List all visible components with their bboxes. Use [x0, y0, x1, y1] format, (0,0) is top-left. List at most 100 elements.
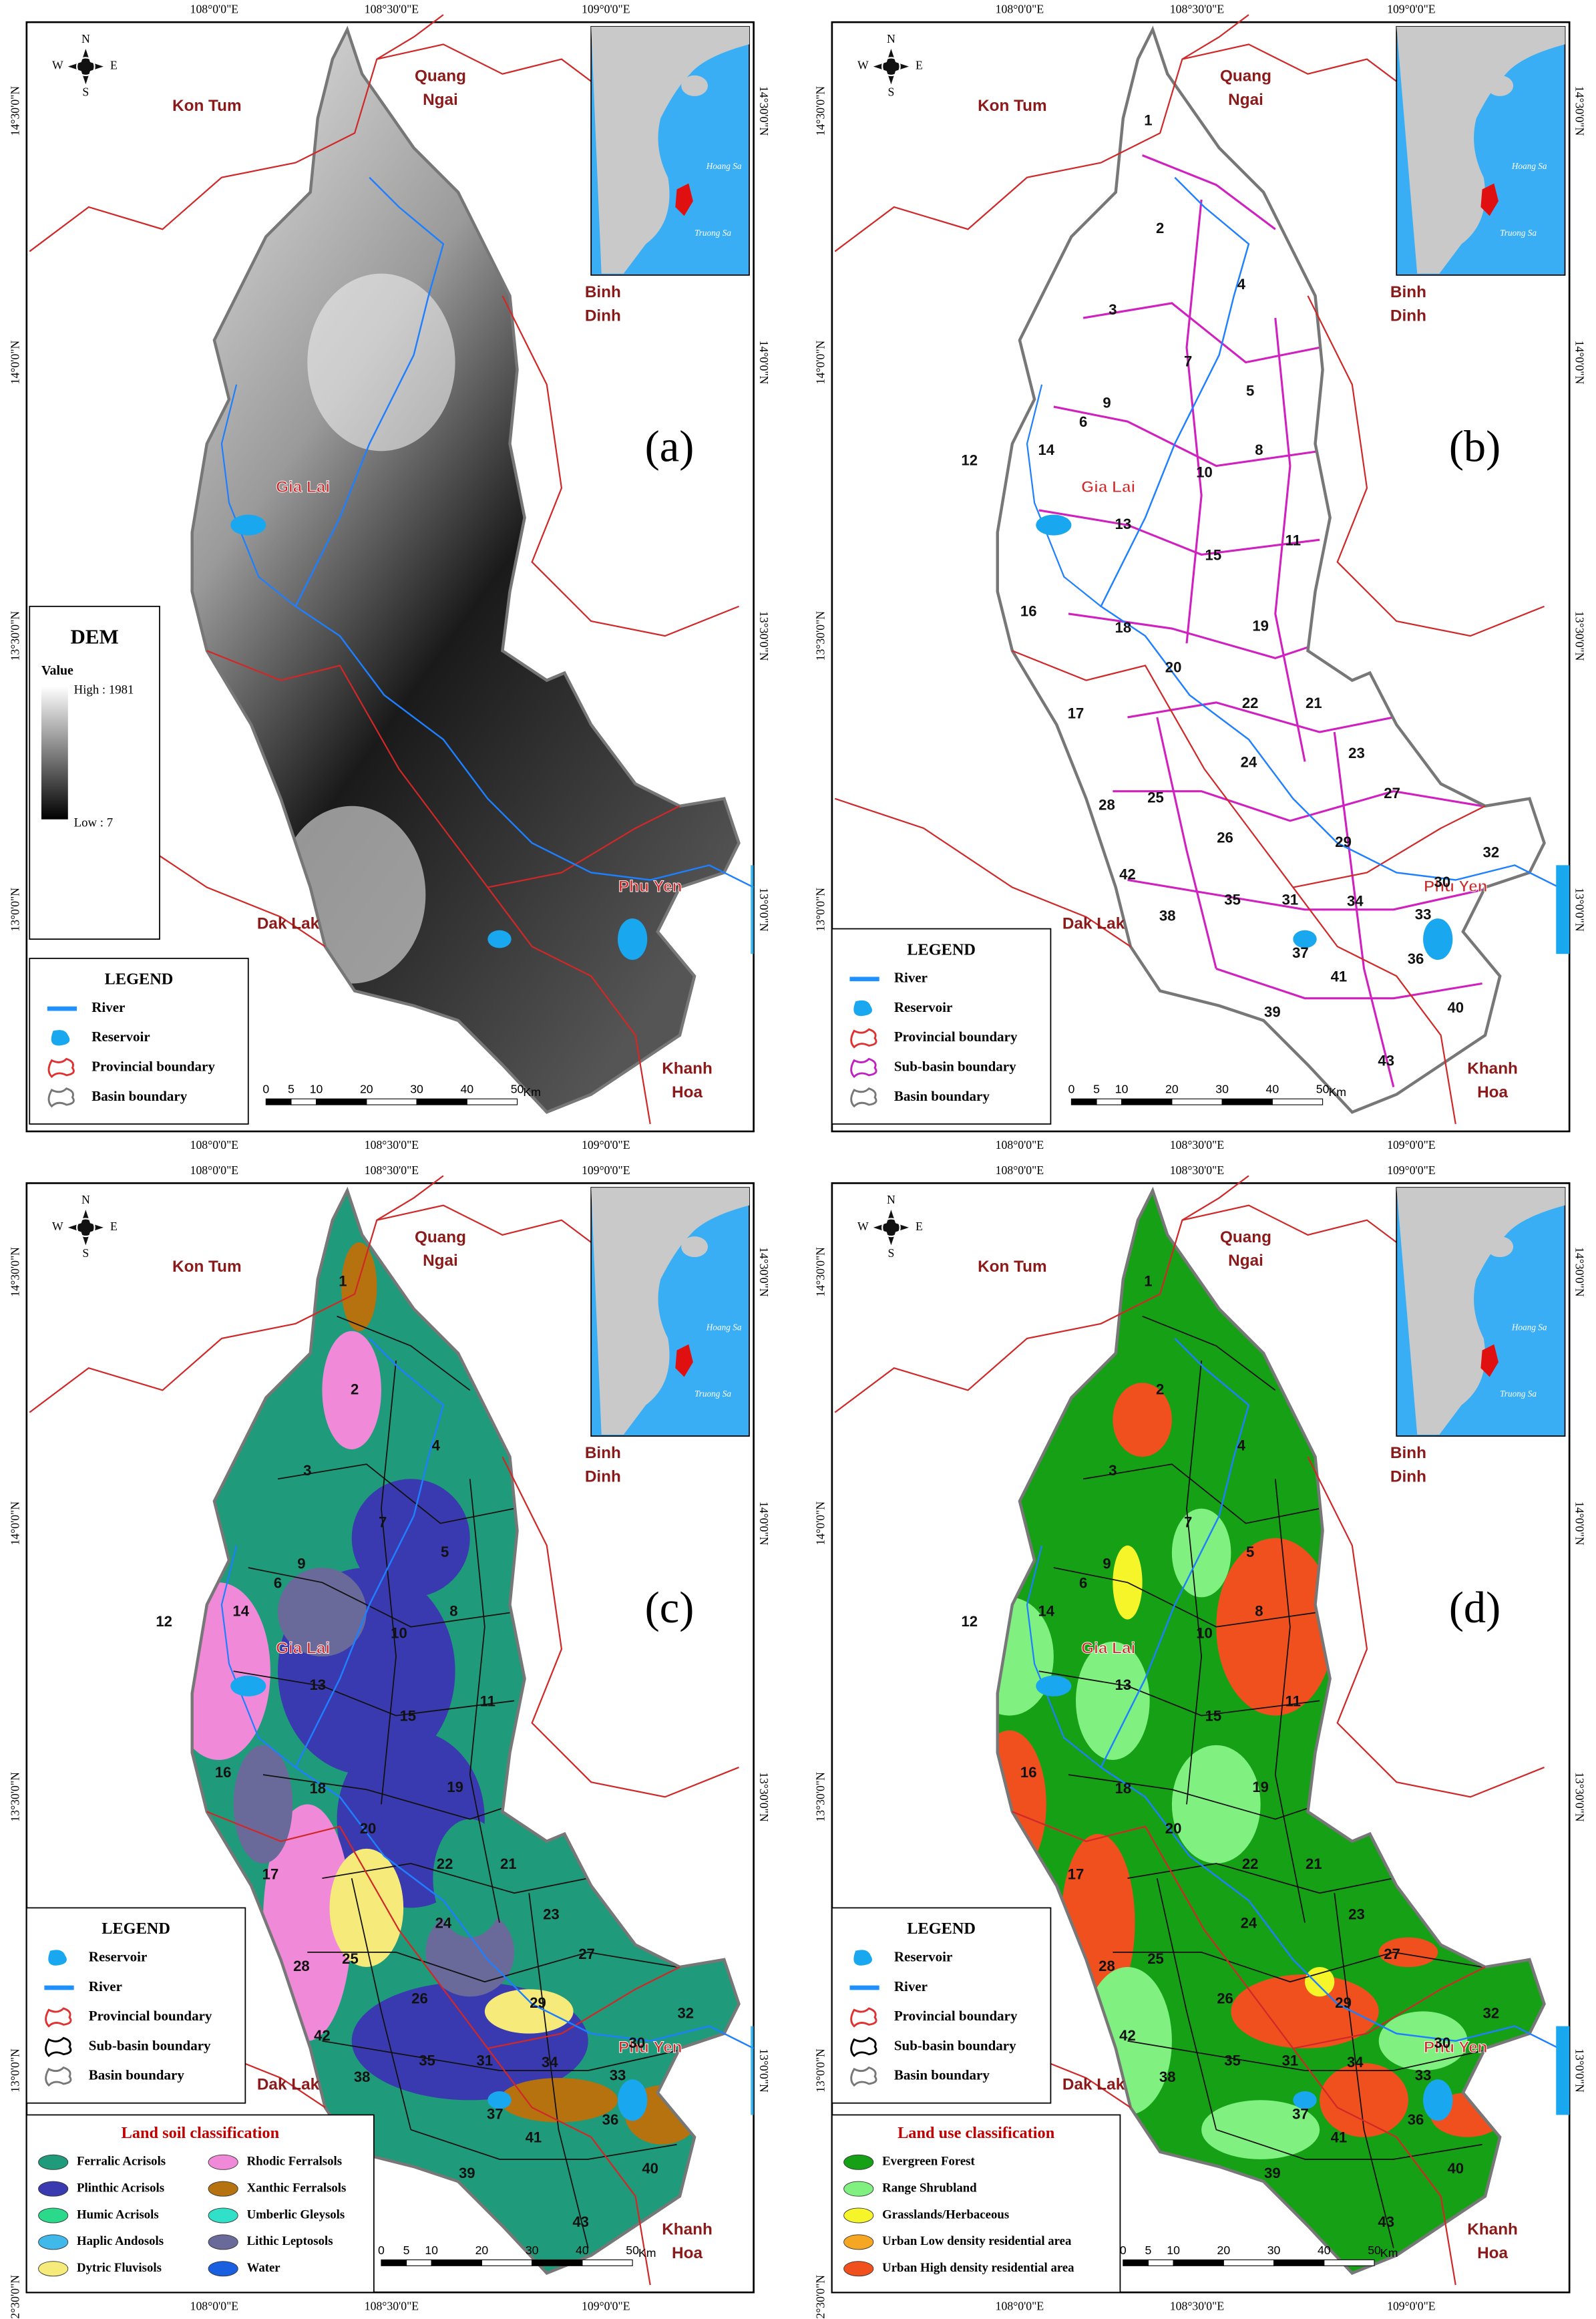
sub-basin-number: 36 [1408, 2111, 1424, 2128]
province-label: Dak Lak [257, 2076, 320, 2094]
legend-item: Sub-basin boundary [89, 2037, 211, 2053]
sub-basin-boundary [307, 1951, 677, 1983]
sub-basin-number: 11 [1285, 532, 1301, 548]
sub-basin-boundary [322, 2040, 722, 2071]
sub-basin-number: 42 [1119, 866, 1136, 883]
inset-land [591, 26, 749, 274]
sub-basin-number: 7 [1184, 353, 1192, 369]
province-label: Dak Lak [1062, 2076, 1125, 2094]
province-label: Ngai [423, 91, 458, 109]
longitude-label: 109°0'0"E [1387, 3, 1435, 16]
sub-basin-number: 11 [480, 1692, 495, 1709]
compass-letter: W [857, 59, 869, 72]
longitude-label: 109°0'0"E [582, 1138, 630, 1151]
landuse-patch [1171, 1745, 1261, 1863]
latitude-label: 14°30'0"N [8, 86, 21, 136]
provincial-boundary [834, 797, 1131, 948]
sub-basin-number: 17 [262, 1866, 279, 1883]
sub-basin-number: 32 [1483, 844, 1500, 860]
legend-item: Basin boundary [89, 2067, 185, 2083]
scale-label: 20 [475, 2244, 489, 2257]
province-label: Ngai [1228, 1252, 1263, 1270]
inset-label: Truong Sa [1500, 1389, 1537, 1399]
legend-item: River [91, 999, 125, 1015]
class-label: Water [247, 2261, 280, 2275]
province-label: Binh [585, 283, 621, 301]
sub-basin-number: 3 [1109, 1462, 1117, 1479]
reservoir [1423, 918, 1453, 960]
latitude-label: 13°30'0"N [813, 611, 827, 661]
latitude-label: 14°0'0"N [813, 1501, 827, 1546]
provincial-boundary [29, 1175, 444, 1413]
latitude-label: 14°30'0"N [757, 1247, 771, 1297]
sub-basin-number: 28 [293, 1958, 310, 1974]
class-label: Plinthic Acrisols [77, 2181, 164, 2195]
sub-basin-boundary [1113, 790, 1482, 822]
classification-title: Land soil classification [122, 2124, 280, 2142]
classification-box [831, 2114, 1121, 2294]
legend-symbol [850, 2036, 877, 2057]
scale-label: 50 [626, 2244, 639, 2257]
scale-segment [406, 2259, 432, 2266]
legend-title: LEGEND [105, 970, 174, 989]
sub-basin-boundary [1156, 717, 1217, 969]
scale-segment [1324, 2259, 1375, 2266]
latitude-label: 13°0'0"N [1573, 888, 1586, 932]
longitude-label: 108°30'0"E [1170, 3, 1224, 16]
sub-basin-number: 15 [1205, 1708, 1222, 1725]
longitude-label: 108°30'0"E [365, 1138, 419, 1151]
province-label: Phu Yen [618, 2038, 682, 2057]
province-label: Khanh [1467, 1059, 1518, 1077]
river [1100, 176, 1560, 888]
class-label: Evergreen Forest [882, 2155, 975, 2169]
scale-label: 30 [1215, 1083, 1229, 1096]
provincial-boundary [1292, 2048, 1456, 2286]
provincial-boundary [29, 14, 444, 252]
latitude-label: 14°30'0"N [813, 86, 827, 136]
legend-symbol [853, 1950, 872, 1966]
scale-label: 30 [526, 2244, 539, 2257]
class-swatch [38, 2207, 69, 2223]
sub-basin-number: 6 [1079, 1574, 1087, 1591]
compass-letter: W [52, 1220, 63, 1233]
landuse-patch [1076, 1641, 1150, 1760]
longitude-label: 108°30'0"E [365, 3, 419, 16]
class-label: Umberlic Gleysols [247, 2207, 345, 2221]
inset-highlight [1480, 183, 1499, 216]
latitude-label: 14°30'0"N [757, 86, 771, 136]
sub-basin-number: 35 [1224, 891, 1241, 908]
longitude-label: 108°30'0"E [1170, 2299, 1224, 2312]
province-label: Dak Lak [257, 914, 320, 932]
sub-basin-number: 13 [1115, 516, 1132, 532]
scale-segment [1123, 2259, 1149, 2266]
class-label: Urban Low density residential area [882, 2234, 1072, 2248]
sub-basin-number: 38 [354, 2069, 371, 2085]
sub-basin-number: 23 [1348, 745, 1365, 761]
scale-segment [316, 1098, 367, 1105]
scale-segment [265, 1098, 292, 1105]
sub-basin-number: 10 [1196, 464, 1213, 480]
sub-basin-number: 40 [1447, 2160, 1464, 2177]
class-label: Xanthic Ferralsols [247, 2181, 347, 2195]
soil-patch [351, 1479, 470, 1598]
legend-symbol [45, 2036, 72, 2057]
scale-label: 50 [511, 1083, 524, 1096]
sub-basin-number: 31 [1282, 2053, 1299, 2069]
scale-segment [532, 2259, 583, 2266]
dem-box [29, 605, 160, 940]
sub-basin-number: 2 [1156, 1381, 1164, 1397]
classification-title: Land use classification [897, 2124, 1055, 2142]
province-label: Hoa [1477, 1083, 1508, 1101]
compass-letter: S [887, 85, 894, 99]
inset-label: Hoang Sa [1511, 1322, 1547, 1332]
longitude-label: 108°0'0"E [996, 2299, 1044, 2312]
legend-item: River [89, 1978, 122, 1994]
province-label: Hoa [672, 2244, 703, 2262]
sub-basin-boundary [1215, 967, 1482, 1000]
province-label: Hoa [1477, 2244, 1508, 2262]
sub-basin-boundary [1274, 317, 1306, 762]
compass-ring [75, 1218, 95, 1238]
province-label: Dinh [585, 307, 621, 325]
sub-basin-number: 24 [435, 1915, 452, 1932]
province-label: Ngai [1228, 91, 1263, 109]
